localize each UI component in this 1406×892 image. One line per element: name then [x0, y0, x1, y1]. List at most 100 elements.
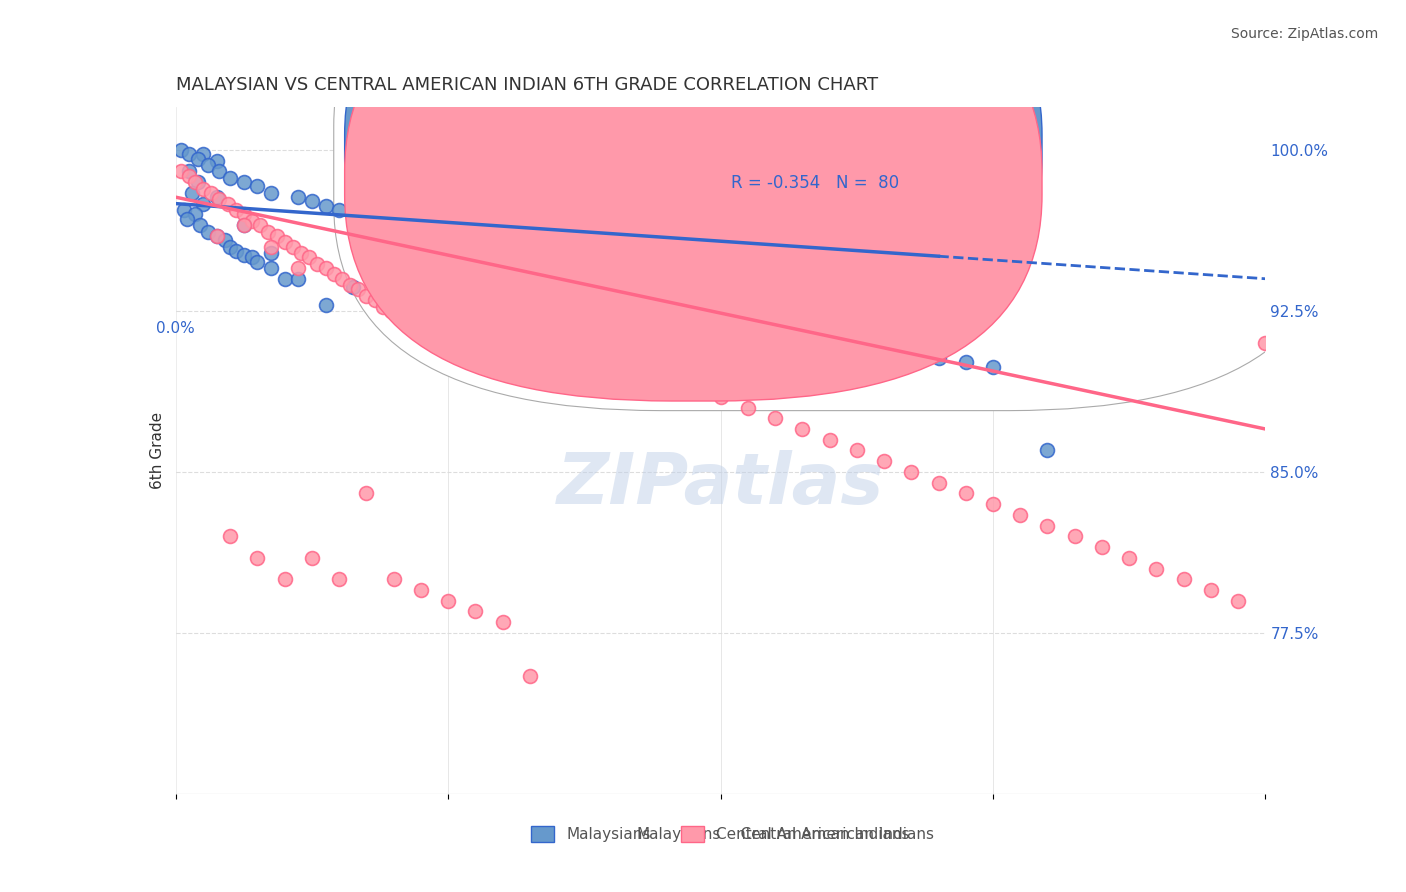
Central American Indians	[219, 529, 242, 543]
Malaysians	[682, 308, 704, 322]
Central American Indians	[322, 268, 344, 282]
Central American Indians	[225, 203, 247, 218]
Central American Indians	[301, 550, 323, 565]
Malaysians	[437, 239, 460, 253]
Central American Indians	[371, 300, 394, 314]
Malaysians	[179, 164, 201, 178]
Malaysians	[186, 175, 209, 189]
Central American Indians	[266, 228, 288, 243]
Malaysians	[396, 276, 419, 290]
Malaysians	[627, 291, 650, 305]
Malaysians	[382, 220, 405, 235]
Central American Indians	[179, 169, 201, 183]
FancyBboxPatch shape	[344, 0, 1042, 401]
Central American Indians	[281, 239, 304, 253]
Central American Indians	[437, 343, 460, 357]
Legend: Malaysians, Central American Indians: Malaysians, Central American Indians	[524, 820, 917, 848]
Malaysians	[232, 175, 254, 189]
Central American Indians	[232, 218, 254, 232]
Central American Indians	[260, 239, 283, 253]
FancyBboxPatch shape	[344, 0, 1042, 365]
Malaysians	[710, 317, 733, 331]
Central American Indians	[627, 358, 650, 372]
Central American Indians	[388, 310, 411, 325]
Central American Indians	[330, 271, 353, 285]
Malaysians	[478, 250, 501, 264]
Y-axis label: 6th Grade: 6th Grade	[149, 412, 165, 489]
Malaysians	[342, 207, 364, 221]
Central American Indians	[1199, 582, 1222, 597]
Malaysians	[301, 194, 323, 209]
Malaysians	[260, 246, 283, 260]
Malaysians	[328, 203, 350, 218]
Malaysians	[184, 207, 207, 221]
Malaysians	[214, 233, 236, 247]
Malaysians	[197, 225, 219, 239]
Central American Indians	[363, 293, 385, 308]
Malaysians	[655, 300, 678, 314]
Malaysians	[246, 254, 269, 268]
Central American Indians	[382, 572, 405, 586]
Malaysians	[274, 271, 297, 285]
Malaysians	[900, 347, 922, 361]
Central American Indians	[217, 196, 239, 211]
Central American Indians	[1173, 572, 1195, 586]
Central American Indians	[307, 257, 329, 271]
Central American Indians	[1091, 540, 1114, 554]
Malaysians	[225, 244, 247, 258]
Malaysians	[188, 218, 211, 232]
Malaysians	[191, 196, 214, 211]
Malaysians	[450, 244, 472, 258]
Central American Indians	[1227, 593, 1250, 607]
Central American Indians	[464, 293, 486, 308]
Malaysians	[396, 225, 419, 239]
Central American Indians	[818, 433, 841, 447]
Malaysians	[208, 164, 231, 178]
Malaysians	[845, 338, 868, 352]
Central American Indians	[429, 336, 451, 351]
Malaysians	[315, 199, 337, 213]
Central American Indians	[682, 379, 704, 393]
Central American Indians	[249, 218, 271, 232]
Text: ZIPatlas: ZIPatlas	[557, 450, 884, 519]
Malaysians	[955, 355, 977, 369]
Malaysians	[315, 297, 337, 311]
Central American Indians	[546, 326, 568, 340]
Central American Indians	[655, 368, 678, 383]
Central American Indians	[328, 572, 350, 586]
Malaysians	[641, 295, 664, 310]
Central American Indians	[315, 260, 337, 275]
Central American Indians	[792, 422, 814, 436]
Malaysians	[197, 158, 219, 172]
Central American Indians	[232, 207, 254, 221]
Central American Indians	[1144, 561, 1167, 575]
Central American Indians	[1036, 518, 1059, 533]
Central American Indians	[409, 582, 432, 597]
Text: Malaysians: Malaysians	[636, 827, 721, 842]
Malaysians	[533, 265, 555, 279]
Central American Indians	[737, 401, 759, 415]
Malaysians	[492, 254, 515, 268]
Malaysians	[232, 218, 254, 232]
Central American Indians	[928, 475, 950, 490]
Central American Indians	[356, 486, 378, 500]
Malaysians	[981, 359, 1004, 374]
Central American Indians	[356, 289, 378, 303]
Central American Indians	[191, 181, 214, 195]
Malaysians	[368, 216, 391, 230]
Malaysians	[792, 329, 814, 343]
Malaysians	[205, 228, 228, 243]
Text: MALAYSIAN VS CENTRAL AMERICAN INDIAN 6TH GRADE CORRELATION CHART: MALAYSIAN VS CENTRAL AMERICAN INDIAN 6TH…	[176, 77, 877, 95]
Central American Indians	[240, 214, 263, 228]
Central American Indians	[246, 550, 269, 565]
Central American Indians	[1254, 336, 1277, 351]
Malaysians	[219, 170, 242, 185]
Malaysians	[260, 186, 283, 200]
Malaysians	[368, 271, 391, 285]
Malaysians	[287, 271, 309, 285]
Central American Indians	[287, 260, 309, 275]
Central American Indians	[1063, 529, 1085, 543]
Central American Indians	[710, 390, 733, 404]
Text: R = -0.123   N =  81: R = -0.123 N = 81	[731, 137, 900, 155]
Malaysians	[409, 228, 432, 243]
